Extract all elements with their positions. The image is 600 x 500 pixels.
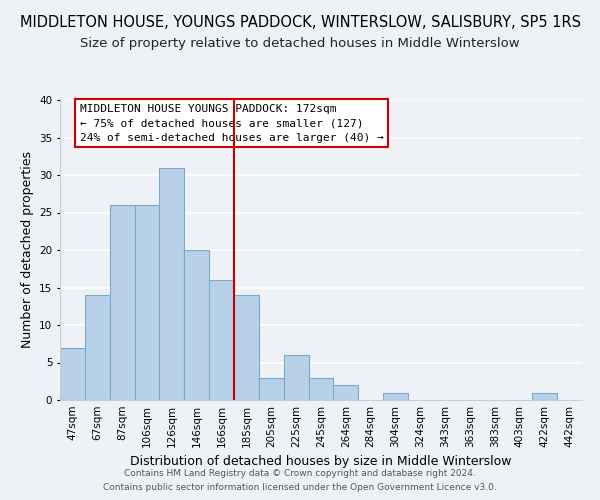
Bar (110, 205, 134, 400)
Text: Contains HM Land Registry data © Crown copyright and database right 2024.: Contains HM Land Registry data © Crown c… (124, 468, 476, 477)
Bar (184, 250, 209, 400)
Bar (308, 378, 334, 400)
Bar (383, 392, 408, 400)
Bar (209, 280, 234, 400)
Text: MIDDLETON HOUSE YOUNGS PADDOCK: 172sqm
← 75% of detached houses are smaller (127: MIDDLETON HOUSE YOUNGS PADDOCK: 172sqm ←… (80, 104, 383, 142)
Y-axis label: Number of detached properties: Number of detached properties (20, 152, 34, 348)
Bar (60, 348, 85, 400)
Text: MIDDLETON HOUSE, YOUNGS PADDOCK, WINTERSLOW, SALISBURY, SP5 1RS: MIDDLETON HOUSE, YOUNGS PADDOCK, WINTERS… (19, 15, 581, 30)
Text: Contains public sector information licensed under the Open Government Licence v3: Contains public sector information licen… (103, 484, 497, 492)
Bar (284, 355, 308, 400)
Bar (234, 295, 259, 400)
Bar (160, 168, 184, 400)
Bar (532, 392, 557, 400)
X-axis label: Distribution of detached houses by size in Middle Winterslow: Distribution of detached houses by size … (130, 456, 512, 468)
Text: Size of property relative to detached houses in Middle Winterslow: Size of property relative to detached ho… (80, 38, 520, 51)
Bar (85, 295, 110, 400)
Bar (134, 205, 160, 400)
Bar (259, 378, 284, 400)
Bar (334, 385, 358, 400)
